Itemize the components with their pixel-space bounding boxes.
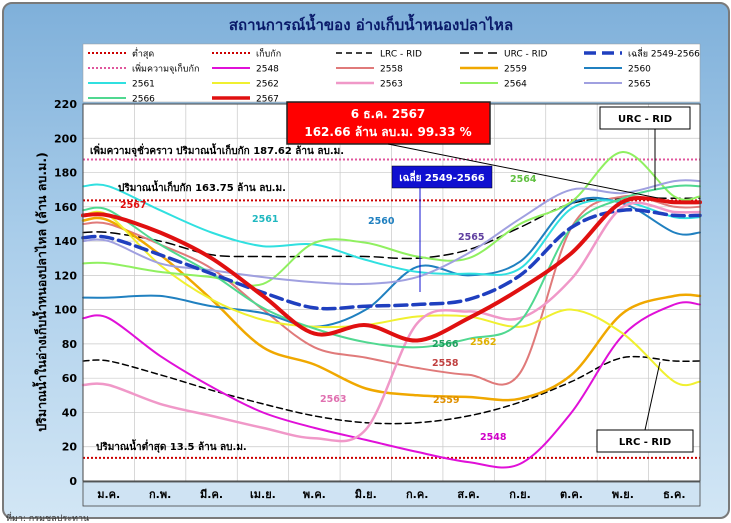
month-label: ต.ค. (560, 488, 583, 501)
month-label: พ.ย. (612, 488, 634, 501)
current-value-label: 162.66 ล้าน ลบ.ม. 99.33 % (304, 125, 471, 139)
series-label-2558: 2558 (432, 358, 459, 369)
series-label-2562: 2562 (470, 337, 496, 348)
month-label: มี.ค. (200, 488, 223, 501)
y-tick-label: 160 (54, 201, 77, 214)
series-line-2563 (81, 201, 702, 443)
month-label: มิ.ย. (355, 488, 377, 501)
month-label: ธ.ค. (663, 488, 685, 501)
y-tick-label: 140 (54, 235, 77, 248)
y-tick-label: 20 (62, 441, 78, 454)
series-label-2565: 2565 (458, 232, 484, 243)
legend-entry: 2561 (132, 80, 155, 90)
series-line-LRC---RID (82, 355, 701, 425)
y-tick-label: 0 (69, 475, 77, 488)
annotations: 6 ธ.ค. 2567 162.66 ล้าน ลบ.ม. 99.33 % เพ… (90, 101, 694, 453)
series-line-2558 (82, 194, 701, 386)
current-value-pointer (387, 143, 659, 199)
lrc-pointer (644, 361, 661, 431)
series-line-2565 (82, 179, 701, 286)
y-tick-label: 100 (54, 304, 77, 317)
legend: ต่ำสุด เก็บกัก LRC - RID URC - RID เฉลี่ย 25… (88, 47, 700, 105)
urc-label-box (599, 106, 691, 130)
legend-entry: 2560 (628, 65, 651, 75)
legend-entry: 2563 (380, 80, 403, 90)
legend-entry: เฉลี่ย 2549-2566 (628, 47, 700, 60)
series-line-2562 (82, 210, 701, 387)
lrc-label: LRC - RID (619, 437, 671, 448)
urc-label: URC - RID (618, 114, 672, 125)
series-labels: 2548 2558 2559 2560 2561 2562 2563 2564 2565 2566… (120, 174, 537, 443)
series-label-2566: 2566 (432, 339, 459, 350)
series-label-2564: 2564 (510, 174, 537, 185)
legend-entry: เก็บกัก (256, 47, 281, 60)
series-line-2559 (81, 216, 702, 402)
series-label-2560: 2560 (368, 216, 395, 227)
chart-title: สถานการณ์น้ำของ อ่างเก็บน้ำหนองปลาไหล (229, 13, 513, 34)
series-line-2567 (81, 196, 702, 343)
month-band (82, 481, 701, 507)
series-label-2563: 2563 (320, 394, 346, 405)
legend-entry: 2558 (380, 65, 403, 75)
legend-entry: ต่ำสุด (132, 47, 154, 60)
y-tick-label: 40 (62, 406, 78, 419)
legend-entry: 2559 (504, 65, 527, 75)
capacity-label: ปริมาณน้ำเก็บกัก 163.75 ล้าน ลบ.ม. (118, 180, 286, 194)
series-label-2559: 2559 (433, 395, 459, 406)
series-line-URC---RID (82, 197, 701, 260)
month-label: พ.ค. (303, 488, 326, 501)
avg-label-box (391, 165, 493, 189)
series-line-เฉลี่ย-2549-2566 (81, 208, 702, 311)
legend-entry: 2567 (256, 95, 279, 105)
current-date-label: 6 ธ.ค. 2567 (351, 107, 426, 121)
y-tick-label: 200 (54, 132, 77, 145)
legend-entry: 2564 (504, 80, 527, 90)
y-tick-label: 80 (62, 338, 78, 351)
temp-capacity-label: เพิ่มความจุชั่วคราว ปริมาณน้ำเก็บกัก 187… (90, 143, 344, 157)
legend-entry: URC - RID (504, 50, 548, 60)
legend-entry: LRC - RID (380, 50, 422, 60)
y-tick-label: 60 (62, 372, 78, 385)
series-lines (81, 150, 702, 469)
reference-lines (83, 158, 700, 459)
y-tick-label: 120 (54, 269, 77, 282)
legend-entry: 2566 (132, 95, 155, 105)
month-label: เม.ย. (250, 488, 276, 501)
legend-entry: 2562 (256, 80, 279, 90)
y-tick-label: 180 (54, 167, 77, 180)
avg-label: เฉลี่ย 2549-2566 (399, 170, 485, 184)
min-level-label: ปริมาณน้ำต่ำสุด 13.5 ล้าน ลบ.ม. (96, 439, 247, 453)
series-line-2566 (82, 184, 701, 349)
legend-box (82, 43, 701, 103)
current-value-box (286, 101, 491, 145)
legend-entry: 2565 (628, 80, 651, 90)
series-label-2561: 2561 (252, 214, 278, 225)
month-labels: ม.ค. ก.พ. มี.ค. เม.ย. พ.ค. มิ.ย. ก.ค. ส.ค. ก.ย. ต… (97, 488, 685, 501)
y-axis-label: ปริมาณน้ำในอ่างเก็บน้ำหนองปลาไหล (ล้าน ล… (32, 152, 49, 432)
month-label: ก.ย. (509, 488, 530, 501)
month-label: ก.ค. (406, 488, 428, 501)
footer-note: ที่มา: กรมชลประทาน (6, 511, 89, 523)
legend-entry: เพิ่มความจุเก็บกัก (132, 62, 199, 75)
month-label: ม.ค. (97, 488, 120, 501)
series-label-2567: 2567 (120, 200, 146, 211)
month-label: ก.พ. (149, 488, 171, 501)
month-label: ส.ค. (457, 488, 479, 501)
series-line-2548 (82, 301, 701, 469)
series-line-2564 (82, 150, 701, 287)
series-label-2548: 2548 (480, 432, 507, 443)
legend-entry: 2548 (256, 65, 279, 75)
y-tick-label: 220 (54, 98, 77, 111)
